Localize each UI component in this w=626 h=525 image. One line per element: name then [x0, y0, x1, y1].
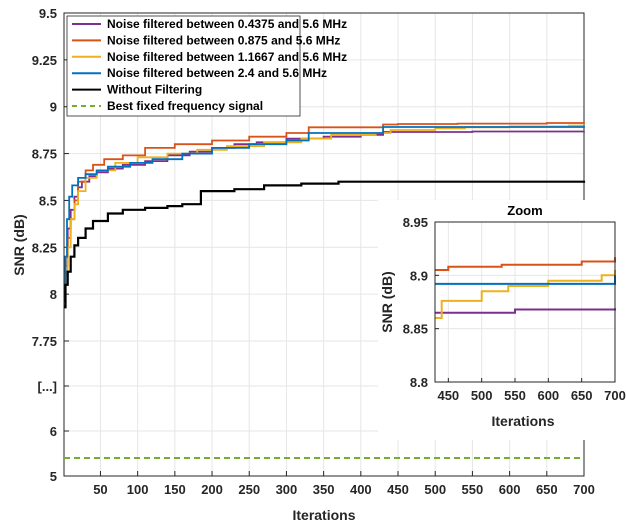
legend-label-1: Noise filtered between 0.875 and 5.6 MHz: [107, 33, 340, 47]
series-line-4: [64, 180, 586, 309]
inset-x-tick-labels: 450 500 550 600 650 700: [437, 388, 625, 403]
main-x-tick-label: 50: [93, 482, 107, 497]
zoom-inset: 450 500 550 600 650 700 8.8 8.85 8.9 8.95 Zoom I…: [378, 200, 626, 440]
main-x-tick-label: 250: [238, 482, 260, 497]
inset-y-tick-labels: 8.8 8.85 8.9 8.95: [403, 215, 428, 390]
legend-label-5: Best fixed frequency signal: [107, 99, 263, 113]
inset-y-axis-title: SNR (dB): [379, 271, 395, 332]
legend-entries: Noise filtered between 0.4375 and 5.6 MH…: [72, 17, 347, 113]
inset-series-line-2: [435, 270, 616, 319]
main-y-tick-label: 5: [50, 469, 57, 484]
inset-x-axis-title: Iterations: [491, 413, 554, 429]
inset-y-tick-label: 8.95: [403, 215, 428, 230]
inset-x-tick-label: 600: [537, 388, 559, 403]
inset-x-tick-label: 500: [471, 388, 493, 403]
main-y-tick-label: 8.25: [32, 240, 57, 255]
inset-title: Zoom: [507, 203, 542, 218]
main-x-tick-label: 100: [127, 482, 149, 497]
main-y-tick-label: 9.5: [39, 6, 57, 21]
main-x-tick-label: 450: [387, 482, 409, 497]
main-y-tick-label: 6: [50, 424, 57, 439]
inset-x-tick-label: 650: [571, 388, 593, 403]
main-y-axis-title: SNR (dB): [11, 214, 27, 275]
main-x-tick-label: 550: [462, 482, 484, 497]
main-x-tick-label: 650: [536, 482, 558, 497]
main-x-tick-label: 150: [164, 482, 186, 497]
legend-label-0: Noise filtered between 0.4375 and 5.6 MH…: [107, 17, 347, 31]
main-x-tick-label: 500: [424, 482, 446, 497]
main-x-tick-label: 700: [573, 482, 595, 497]
main-y-tick-label: 7.75: [32, 334, 57, 349]
legend-label-2: Noise filtered between 1.1667 and 5.6 MH…: [107, 50, 347, 64]
series-line-3: [64, 125, 585, 305]
main-y-tick-labels: 5 6 [...] 7.75 8 8.25 8.5 8.75 9 9.25 9.5: [32, 6, 57, 484]
inset-x-tick-label: 550: [504, 388, 526, 403]
main-y-tick-label: [...]: [38, 379, 58, 394]
inset-background: [378, 200, 626, 440]
main-x-axis-title: Iterations: [292, 507, 355, 523]
inset-y-tick-label: 8.85: [403, 322, 428, 337]
inset-y-tick-label: 8.8: [410, 375, 428, 390]
inset-y-tick-label: 8.9: [410, 268, 428, 283]
main-x-tick-label: 200: [201, 482, 223, 497]
inset-x-tick-label: 450: [437, 388, 459, 403]
main-y-tick-label: 8.5: [39, 193, 57, 208]
main-x-tick-labels: 50 100 150 200 250 300 350 400 450 500 550 600 650 70…: [93, 482, 595, 497]
main-y-tick-label: 8: [50, 287, 57, 302]
legend: Noise filtered between 0.4375 and 5.6 MH…: [66, 15, 347, 117]
main-y-tick-label: 9.25: [32, 53, 57, 68]
inset-x-tick-label: 700: [604, 388, 626, 403]
main-series-group: [64, 122, 586, 459]
main-y-tick-label: 9: [50, 100, 57, 115]
main-x-tick-label: 600: [499, 482, 521, 497]
legend-label-3: Noise filtered between 2.4 and 5.6 MHz: [107, 66, 327, 80]
inset-plot-frame: [434, 221, 616, 383]
main-x-tick-label: 400: [350, 482, 372, 497]
inset-series-line-1: [435, 257, 616, 271]
series-line-2: [64, 124, 585, 305]
legend-label-4: Without Filtering: [107, 83, 202, 97]
main-y-tick-label: 8.75: [32, 147, 57, 162]
legend-box: [66, 15, 301, 117]
main-x-tick-label: 350: [313, 482, 335, 497]
main-x-tick-label: 300: [276, 482, 298, 497]
